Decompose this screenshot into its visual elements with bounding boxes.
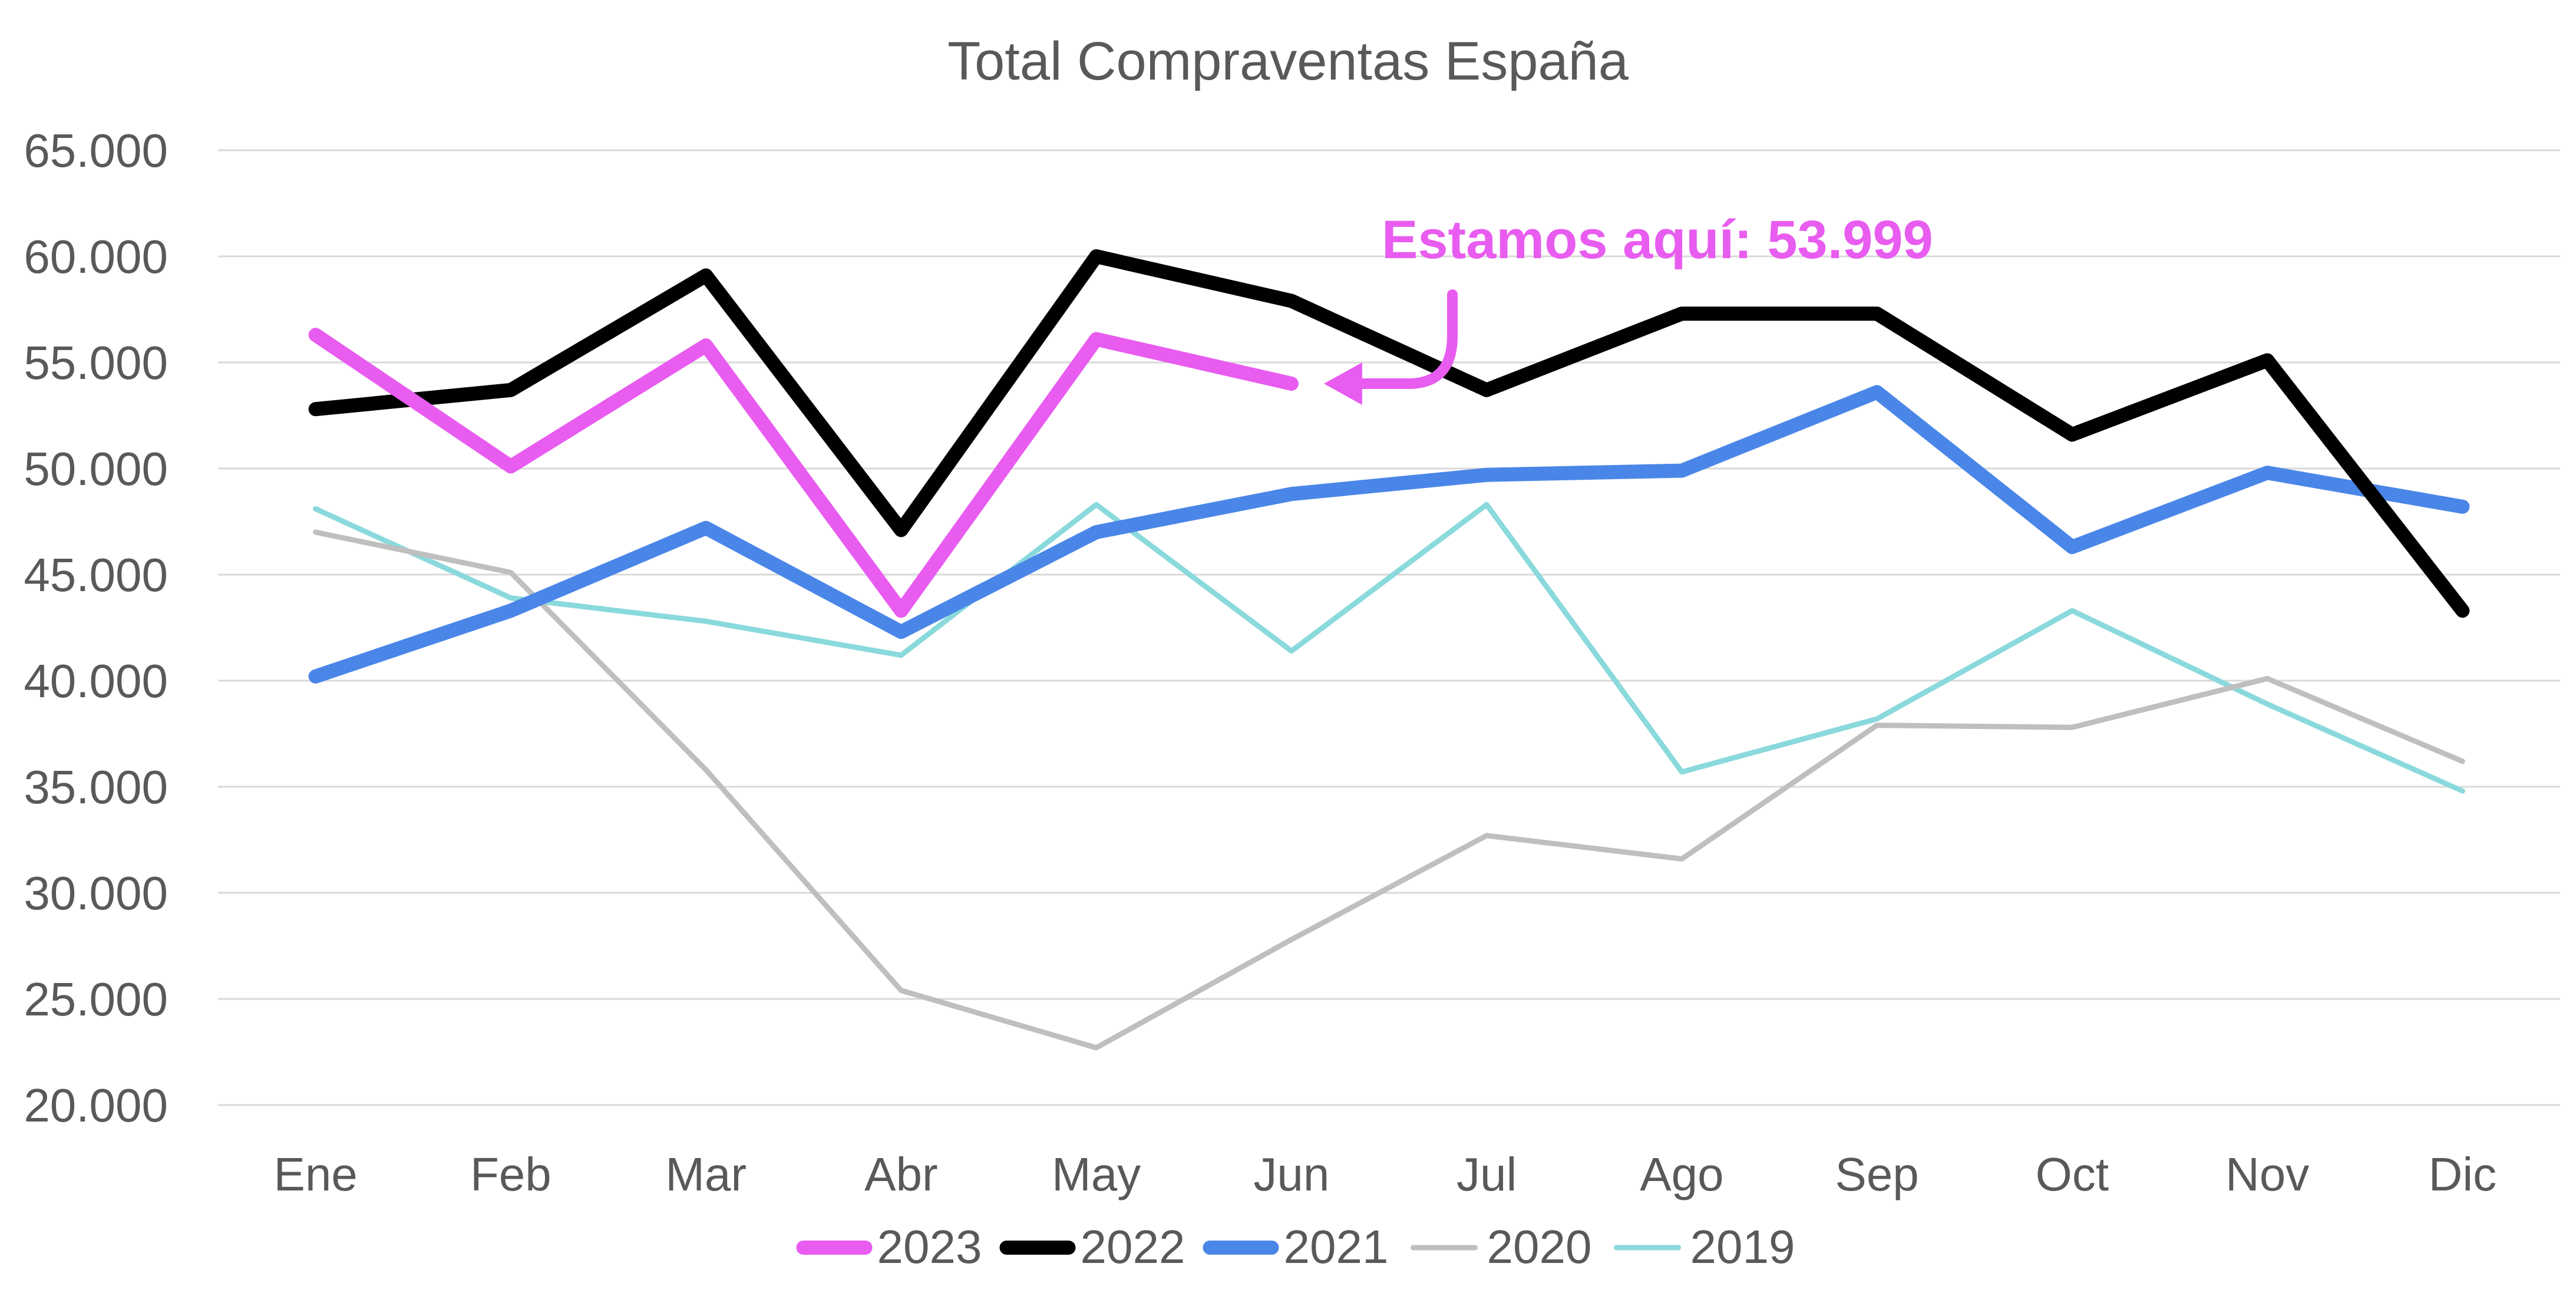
annotation-group: Estamos aquí: 53.999 xyxy=(1323,210,1933,405)
legend-label: 2019 xyxy=(1690,1221,1795,1273)
x-tick-label: Sep xyxy=(1835,1148,1918,1200)
legend-label: 2021 xyxy=(1284,1221,1389,1273)
annotation-arrow-shaft xyxy=(1342,289,1458,390)
x-tick-label: Dic xyxy=(2429,1148,2497,1200)
legend-label: 2023 xyxy=(877,1221,982,1273)
y-tick-label: 55.000 xyxy=(24,337,168,389)
series-line-2023 xyxy=(308,328,1299,618)
x-axis-tick-labels: Ene Feb Mar Abr May Jun Jul Ago Sep Oct Nov Dic xyxy=(273,1148,2496,1200)
x-tick-label: Abr xyxy=(864,1148,938,1200)
y-tick-label: 35.000 xyxy=(24,761,168,813)
legend-label: 2022 xyxy=(1081,1221,1185,1273)
x-tick-label: Feb xyxy=(470,1148,551,1200)
x-tick-label: Jun xyxy=(1253,1148,1329,1200)
chart-title: Total Compraventas España xyxy=(947,31,1629,91)
annotation-label: Estamos aquí: 53.999 xyxy=(1382,210,1933,270)
y-tick-label: 60.000 xyxy=(24,230,168,283)
series-lines xyxy=(308,249,2470,1051)
series-line-2021 xyxy=(308,385,2470,684)
x-tick-label: May xyxy=(1052,1148,1141,1200)
x-tick-label: Ene xyxy=(273,1148,357,1200)
legend: 2023 2022 2021 2020 2019 xyxy=(796,1221,1795,1273)
legend-item-2023: 2023 xyxy=(796,1221,982,1273)
x-tick-label: Ago xyxy=(1640,1148,1723,1200)
y-tick-label: 30.000 xyxy=(24,867,168,919)
legend-item-2022: 2022 xyxy=(999,1221,1185,1273)
x-tick-label: Nov xyxy=(2225,1148,2309,1200)
y-tick-label: 45.000 xyxy=(24,549,168,601)
legend-item-2020: 2020 xyxy=(1411,1221,1592,1273)
legend-item-2019: 2019 xyxy=(1614,1221,1795,1273)
y-tick-label: 25.000 xyxy=(24,973,168,1025)
series-line-2022 xyxy=(308,249,2470,618)
x-tick-label: Oct xyxy=(2036,1148,2109,1200)
gridlines xyxy=(218,149,2560,1106)
y-tick-label: 65.000 xyxy=(24,124,168,177)
y-axis-tick-labels: 20.000 25.000 30.000 35.000 40.000 45.000 50.0… xyxy=(24,124,168,1132)
annotation-arrow-head xyxy=(1323,362,1362,405)
series-line-2020 xyxy=(313,529,2465,1051)
x-tick-label: Jul xyxy=(1457,1148,1517,1200)
x-tick-label: Mar xyxy=(665,1148,747,1200)
y-tick-label: 40.000 xyxy=(24,655,168,707)
series-line-2019 xyxy=(313,502,2465,794)
legend-item-2021: 2021 xyxy=(1203,1221,1389,1273)
legend-label: 2020 xyxy=(1487,1221,1592,1273)
y-tick-label: 50.000 xyxy=(24,443,168,495)
y-tick-label: 20.000 xyxy=(24,1079,168,1132)
